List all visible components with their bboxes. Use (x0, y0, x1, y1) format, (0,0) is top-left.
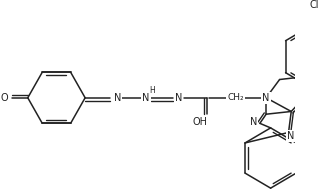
Text: N: N (250, 117, 257, 127)
Text: OH: OH (192, 116, 207, 127)
Text: Cl: Cl (310, 0, 318, 10)
Text: CH₂: CH₂ (227, 93, 244, 102)
Text: N: N (262, 93, 270, 103)
Text: N: N (287, 131, 294, 141)
Text: N: N (262, 93, 270, 103)
Text: H: H (149, 86, 155, 95)
Text: N: N (175, 93, 182, 103)
Text: N: N (287, 131, 294, 141)
Text: N: N (114, 93, 121, 103)
Text: N: N (250, 117, 257, 127)
Text: O: O (1, 93, 8, 103)
Text: N: N (142, 93, 150, 103)
